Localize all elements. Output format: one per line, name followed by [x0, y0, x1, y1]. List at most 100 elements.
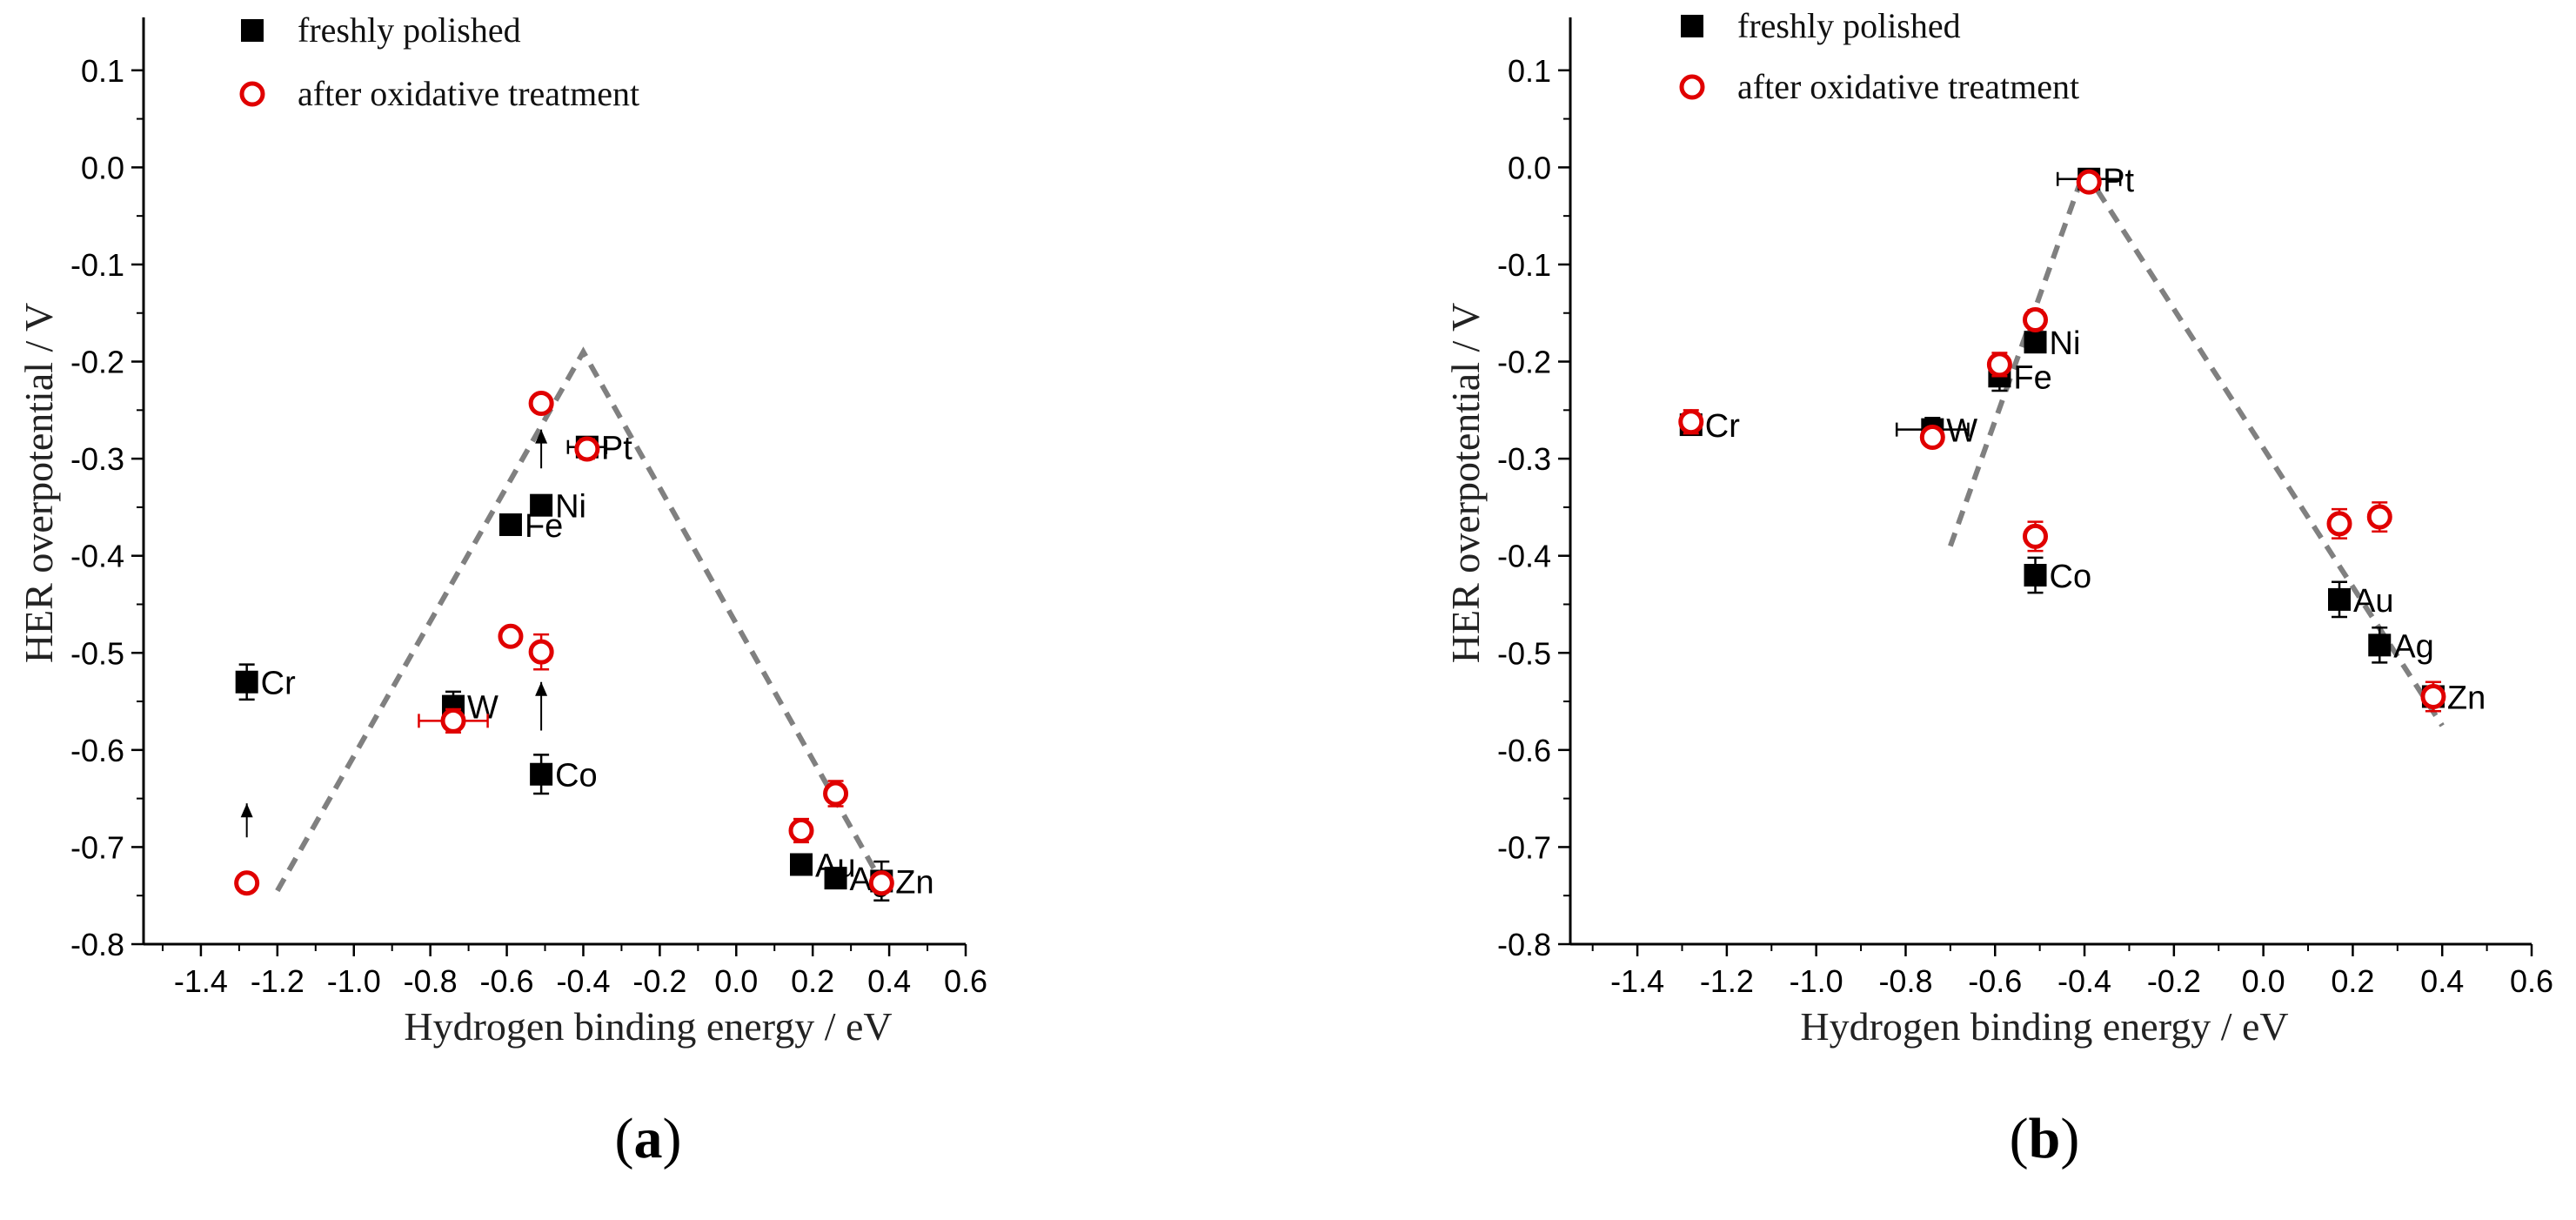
legend-label-freshly-polished: freshly polished — [1737, 6, 1961, 45]
data-point-freshly-polished-cr — [235, 670, 258, 694]
y-axis-label: HER overpotential / V — [1443, 303, 1488, 663]
point-label-pt: Pt — [601, 431, 632, 467]
data-point-after-oxidative-ag — [2366, 504, 2392, 530]
x-tick-label: -0.8 — [404, 963, 458, 999]
y-tick-label: -0.4 — [70, 539, 124, 574]
y-tick-label: -0.8 — [70, 927, 124, 962]
x-tick-label: 0.4 — [2420, 963, 2464, 999]
point-label-co: Co — [2050, 559, 2092, 595]
chart-panel-b: 0.1 0.0 -0.1 -0.2 -0.3 -0.4 -0.5 -0.6 -0.7 -0.8 -1… — [1443, 6, 2553, 1170]
x-tick-label: -0.6 — [1968, 963, 2022, 999]
data-point-freshly-polished-ni — [2024, 331, 2047, 354]
x-tick-label: -0.4 — [556, 963, 610, 999]
point-label-ni: Ni — [555, 489, 586, 526]
data-point-after-oxidative-co — [528, 639, 554, 665]
x-tick-label: -0.8 — [1878, 963, 1932, 999]
legend-marker-after-oxidative — [239, 81, 265, 107]
x-tick-label: -1.4 — [174, 963, 228, 999]
data-point-freshly-polished-co — [2024, 564, 2047, 587]
panel-label-close-paren: ) — [2060, 1107, 2079, 1170]
x-tick-label: -0.2 — [2147, 963, 2201, 999]
data-point-freshly-polished-au — [2328, 587, 2351, 611]
legend-marker-freshly-polished — [1681, 15, 1703, 37]
data-point-after-oxidative-co — [2023, 523, 2049, 549]
panel-label: (b) — [2010, 1107, 2080, 1170]
point-label-ag: Ag — [2393, 628, 2433, 665]
data-point-after-oxidative-ni — [528, 391, 554, 417]
data-point-freshly-polished-fe — [498, 513, 522, 536]
data-point-freshly-polished-ni — [530, 493, 553, 517]
y-tick-label: -0.5 — [1497, 635, 1551, 671]
data-point-after-oxidative-fe — [1986, 352, 2012, 378]
x-tick-label: -0.2 — [632, 963, 686, 999]
y-tick-label: -0.2 — [70, 345, 124, 380]
point-label-cr: Cr — [1705, 408, 1740, 445]
point-label-ni: Ni — [2050, 325, 2081, 362]
y-tick-label: 0.0 — [1508, 150, 1551, 185]
point-label-pt: Pt — [2103, 163, 2134, 199]
y-tick-label: 0.1 — [1508, 53, 1551, 89]
y-tick-label: -0.1 — [70, 247, 124, 283]
legend-label-after-oxidative: after oxidative treatment — [1737, 67, 2079, 106]
data-point-after-oxidative-pt — [2076, 169, 2102, 195]
data-point-after-oxidative-fe — [498, 623, 524, 649]
change-arrow-head — [240, 803, 253, 818]
y-tick-label: 0.0 — [81, 150, 124, 185]
point-label-w: W — [1946, 413, 1977, 450]
data-point-after-oxidative-cr — [1678, 409, 1704, 435]
y-tick-label: -0.6 — [70, 733, 124, 768]
point-label-fe: Fe — [2013, 359, 2051, 396]
y-axis-label: HER overpotential / V — [17, 303, 61, 663]
y-tick-label: -0.6 — [1497, 733, 1551, 768]
y-tick-label: -0.5 — [70, 635, 124, 671]
x-tick-label: -0.4 — [2057, 963, 2111, 999]
y-tick-label: -0.4 — [1497, 539, 1551, 574]
legend: freshly polished after oxidative treatmen… — [1679, 6, 2079, 106]
panel-label-letter: a — [634, 1107, 663, 1170]
point-label-cr: Cr — [261, 666, 296, 702]
data-point-after-oxidative-w — [1919, 425, 1945, 451]
change-arrow-head — [535, 429, 548, 444]
point-label-zn: Zn — [2447, 680, 2486, 716]
panel-label-letter: b — [2029, 1107, 2061, 1170]
panel-label-close-paren: ) — [663, 1107, 682, 1170]
x-tick-label: 0.6 — [944, 963, 987, 999]
legend-marker-after-oxidative — [1679, 74, 1705, 100]
y-tick-label: -0.3 — [70, 441, 124, 477]
change-arrow-head — [535, 681, 548, 696]
data-point-after-oxidative-w — [440, 707, 466, 734]
x-tick-label: -0.6 — [480, 963, 534, 999]
data-point-after-oxidative-zn — [868, 870, 894, 896]
data-point-after-oxidative-ni — [2023, 307, 2049, 333]
data-point-after-oxidative-ag — [823, 781, 849, 807]
panel-label-open-paren: ( — [615, 1107, 634, 1170]
data-point-after-oxidative-cr — [234, 870, 260, 896]
y-tick-label: -0.7 — [1497, 829, 1551, 865]
x-tick-label: 0.6 — [2510, 963, 2553, 999]
x-tick-label: 0.2 — [791, 963, 834, 999]
x-tick-label: -1.4 — [1610, 963, 1664, 999]
legend-marker-freshly-polished — [241, 19, 264, 42]
data-point-freshly-polished-ag — [824, 867, 847, 890]
y-tick-label: -0.7 — [70, 829, 124, 865]
y-tick-label: 0.1 — [81, 53, 124, 89]
data-point-freshly-polished-ag — [2368, 633, 2392, 657]
data-point-after-oxidative-au — [2326, 511, 2352, 537]
legend: freshly polished after oxidative treatmen… — [239, 10, 639, 113]
x-tick-label: 0.4 — [867, 963, 911, 999]
x-tick-label: 0.0 — [2242, 963, 2285, 999]
legend-label-freshly-polished: freshly polished — [298, 10, 521, 50]
x-tick-label: 0.2 — [2331, 963, 2374, 999]
data-point-after-oxidative-pt — [574, 436, 600, 462]
point-label-au: Au — [2353, 583, 2393, 620]
x-axis-label: Hydrogen binding energy / eV — [404, 1004, 892, 1049]
data-point-after-oxidative-zn — [2420, 683, 2446, 709]
point-label-zn: Zn — [895, 864, 933, 901]
x-tick-label: -1.2 — [251, 963, 304, 999]
y-tick-label: -0.8 — [1497, 927, 1551, 962]
trend-line — [275, 346, 892, 897]
x-tick-label: -1.0 — [1790, 963, 1843, 999]
x-tick-label: -1.2 — [1700, 963, 1754, 999]
data-point-freshly-polished-co — [530, 762, 553, 786]
